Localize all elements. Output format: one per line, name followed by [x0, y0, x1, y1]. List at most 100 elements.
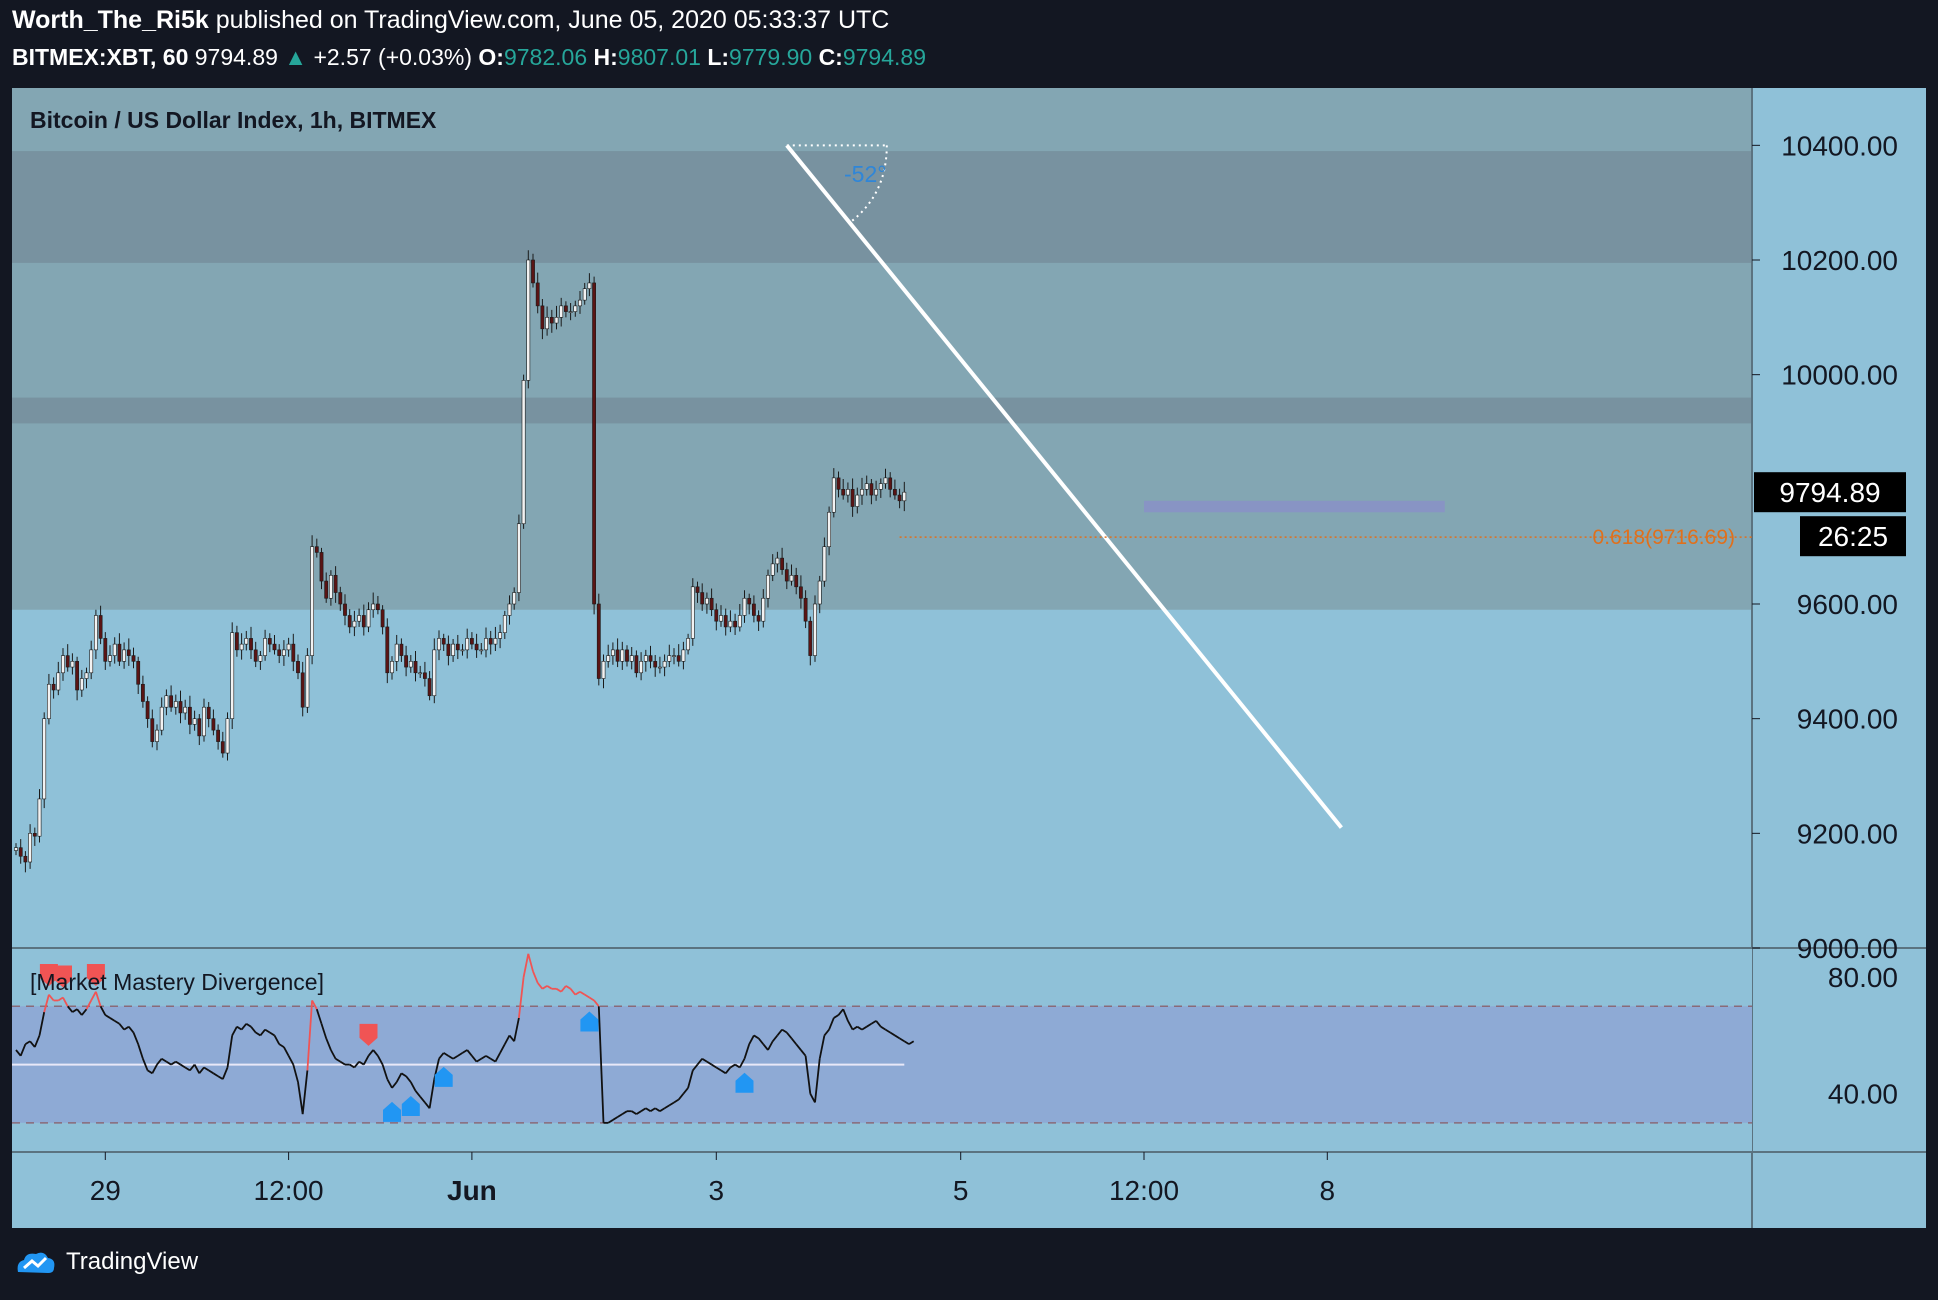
- candle-body: [723, 615, 728, 628]
- candle-body: [545, 317, 550, 330]
- candle-body: [18, 847, 23, 857]
- candle-body: [507, 603, 512, 616]
- candle: [545, 306, 550, 336]
- trendline: [785, 144, 1343, 829]
- candle-body: [629, 655, 634, 662]
- candle: [469, 632, 474, 650]
- candle: [883, 468, 888, 489]
- candle: [606, 644, 611, 668]
- candle-body: [878, 483, 883, 490]
- bullish-signal-icon: [434, 1066, 453, 1087]
- candle-body: [836, 477, 841, 490]
- candle: [775, 551, 780, 573]
- candle-body: [253, 649, 258, 662]
- candle-body: [281, 649, 286, 656]
- candle: [65, 644, 70, 672]
- osc-line-segment: [880, 1025, 886, 1031]
- candle-body: [864, 483, 869, 490]
- osc-line-segment: [62, 997, 69, 1007]
- candle-body: [559, 305, 564, 318]
- resistance-zone: [12, 397, 1752, 424]
- osc-line-segment: [428, 1078, 436, 1109]
- candle: [488, 630, 493, 655]
- candle-body: [427, 678, 432, 697]
- y-tick-label: 9200.00: [1797, 818, 1898, 849]
- candle: [841, 479, 846, 500]
- osc-line-segment: [264, 1028, 271, 1034]
- candle-body: [437, 638, 441, 651]
- candle-body: [343, 603, 347, 616]
- osc-line-segment: [386, 1078, 393, 1089]
- candle: [272, 634, 277, 655]
- osc-line-segment: [457, 1052, 463, 1057]
- close-value: 9794.89: [842, 44, 926, 70]
- osc-line-segment: [532, 970, 539, 984]
- osc-line-segment: [560, 985, 567, 993]
- candle-body: [408, 661, 413, 668]
- osc-line-segment: [899, 1037, 905, 1043]
- candle: [122, 642, 127, 669]
- symbol-label[interactable]: BITMEX:XBT, 60: [12, 44, 189, 70]
- candle-body: [446, 643, 451, 656]
- osc-line-segment: [659, 1107, 666, 1112]
- osc-line-segment: [771, 1034, 779, 1042]
- candle-body: [46, 683, 51, 719]
- candle-body: [394, 643, 399, 662]
- candle: [197, 714, 202, 746]
- osc-line-segment: [292, 1064, 299, 1083]
- osc-line-segment: [76, 1008, 83, 1016]
- low-label: L:: [707, 44, 730, 70]
- candle: [220, 731, 225, 758]
- osc-line-segment: [804, 1055, 812, 1094]
- candle: [719, 605, 723, 627]
- osc-line-segment: [692, 1064, 699, 1071]
- candle-body: [695, 586, 700, 593]
- candle: [347, 609, 352, 634]
- candle-body: [23, 855, 28, 863]
- candle: [263, 629, 268, 661]
- candle: [634, 650, 639, 678]
- osc-line-segment: [353, 1061, 360, 1069]
- candle: [291, 633, 296, 672]
- candle: [878, 478, 883, 498]
- candle: [831, 468, 836, 518]
- author-name[interactable]: Worth_The_Ri5k: [12, 6, 209, 34]
- candle-body: [465, 638, 470, 651]
- bullish-signal-icon: [580, 1011, 599, 1032]
- osc-line-segment: [236, 1025, 243, 1031]
- osc-line-segment: [226, 1035, 234, 1068]
- candle: [117, 633, 122, 666]
- osc-line-segment: [814, 1058, 821, 1103]
- tradingview-cloud-icon[interactable]: [14, 1248, 58, 1276]
- candle-body: [413, 661, 418, 674]
- candle: [573, 300, 578, 317]
- candle: [587, 273, 592, 297]
- bearish-signal-icon: [86, 964, 105, 986]
- candle: [441, 633, 446, 652]
- osc-line-segment: [471, 1055, 478, 1063]
- osc-line-segment: [151, 1064, 158, 1074]
- osc-line-segment: [870, 1020, 877, 1025]
- candle-body: [747, 597, 752, 605]
- candle-body: [728, 620, 733, 628]
- candle-body: [371, 603, 376, 611]
- candle-body: [197, 718, 202, 737]
- candle-body: [568, 311, 573, 313]
- footer-brand[interactable]: TradingView: [66, 1248, 199, 1275]
- osc-line-segment: [635, 1110, 642, 1115]
- candle: [845, 482, 850, 503]
- osc-line-segment: [485, 1055, 492, 1060]
- candle-body: [662, 661, 667, 668]
- osc-line-segment: [569, 988, 577, 996]
- osc-line-segment: [156, 1058, 163, 1066]
- candle-body: [192, 718, 197, 725]
- osc-line-segment: [212, 1072, 219, 1077]
- osc-line-segment: [128, 1026, 135, 1034]
- candle: [136, 656, 141, 695]
- candle: [681, 641, 686, 670]
- candle: [390, 656, 394, 680]
- candle: [531, 253, 535, 288]
- osc-line-segment: [800, 1049, 807, 1057]
- candle: [235, 625, 239, 657]
